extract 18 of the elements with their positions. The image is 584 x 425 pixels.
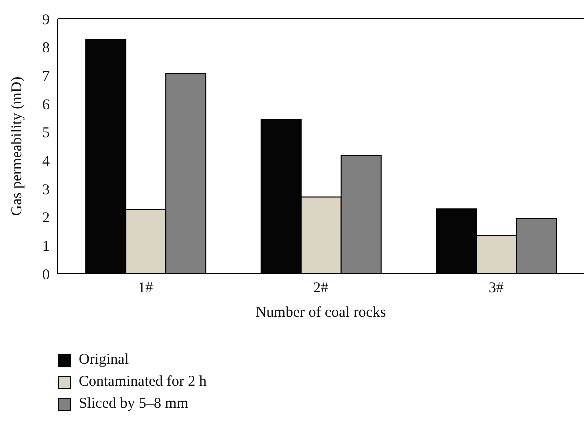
y-tick-label: 5	[42, 126, 50, 142]
y-tick-label: 9	[42, 12, 50, 28]
x-tick-label: 3#	[488, 280, 504, 297]
legend-label: Sliced by 5–8 mm	[79, 395, 189, 414]
y-tick-label: 1	[42, 238, 50, 255]
y-tick-label: 7	[42, 68, 50, 85]
y-tick-label: 6	[42, 97, 50, 114]
y-tick-label: 8	[42, 40, 50, 57]
y-tick-label: 0	[42, 267, 50, 284]
x-axis-title: Number of coal rocks	[256, 305, 386, 321]
y-axis-title: Gas permeability (mD)	[9, 76, 26, 216]
y-tick-label: 3	[42, 182, 50, 198]
legend-label: Original	[79, 351, 129, 370]
x-tick-label: 1#	[138, 280, 154, 297]
x-tick-label: 2#	[314, 280, 329, 297]
y-tick-label: 4	[42, 154, 50, 170]
y-tick-label: 2	[42, 210, 50, 227]
legend-label: Contaminated for 2 h	[79, 373, 207, 392]
